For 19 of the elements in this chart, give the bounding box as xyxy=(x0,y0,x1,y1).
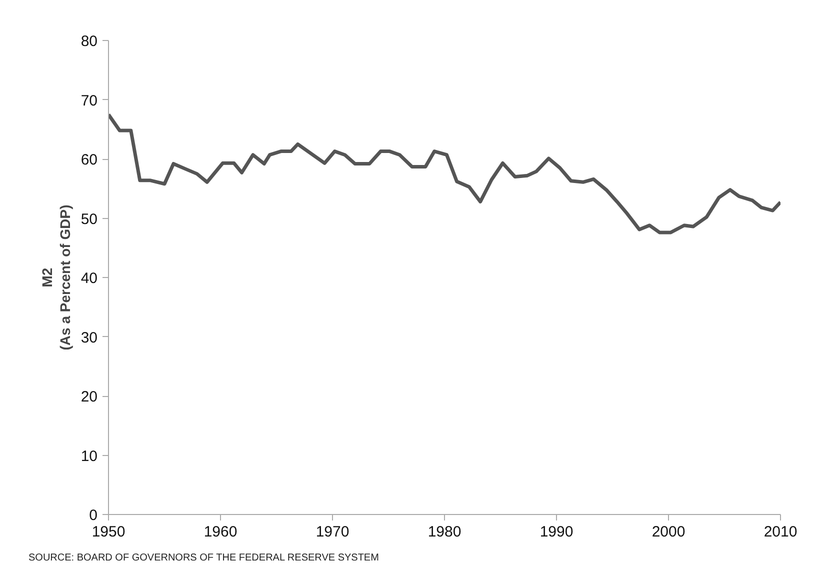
y-tick-label: 40 xyxy=(80,270,98,287)
y-axis-title: M2 (As a Percent of GDP) xyxy=(39,204,73,350)
y-tick-label: 20 xyxy=(80,388,98,406)
y-tick-label: 50 xyxy=(80,210,98,228)
x-tick-label: 1990 xyxy=(540,524,574,540)
y-tick-label: 10 xyxy=(80,448,98,465)
line-series xyxy=(108,112,780,234)
x-tick-label: 1950 xyxy=(92,524,126,540)
y-tick-label: 0 xyxy=(89,507,98,524)
y-tick-label: 70 xyxy=(80,92,98,110)
x-tick-label: 1960 xyxy=(204,524,238,540)
x-tick-label: 2010 xyxy=(764,524,798,540)
source-note: SOURCE: BOARD OF GOVERNORS OF THE FEDERAL RESERVE SYSTEM xyxy=(28,552,379,564)
x-tick-label: 2000 xyxy=(652,524,686,540)
y-tick-label: 60 xyxy=(80,152,98,168)
x-tick-label: 1970 xyxy=(316,524,350,540)
x-tick-label: 1980 xyxy=(428,524,462,540)
y-tick-label: 30 xyxy=(80,329,98,346)
y-tick-label: 80 xyxy=(80,33,98,50)
